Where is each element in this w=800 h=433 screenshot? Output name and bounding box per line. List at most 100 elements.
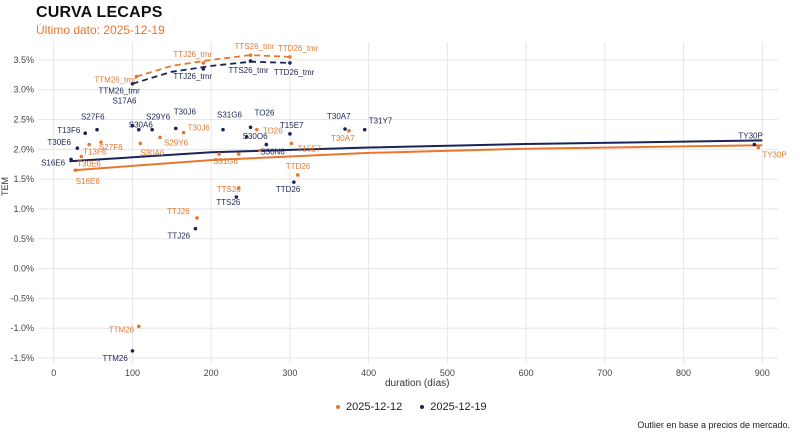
y-tick-label: 3.0%	[13, 85, 34, 95]
point-label-2025-12-12-S30A6: S30A6	[140, 148, 165, 157]
point-label-2025-12-19-S27F6: S27F6	[81, 113, 105, 122]
legend-item-navy: 2025-12-19	[420, 401, 487, 413]
point-label-2025-12-12-T13F6: T13F6	[83, 148, 107, 157]
point-label-2025-12-19-TTJ26: TTJ26	[167, 232, 190, 241]
point-label-2025-12-12-TO26: TO26	[263, 127, 283, 136]
x-tick-label: 500	[440, 368, 455, 378]
point-2025-12-19-S29Y6	[150, 127, 154, 132]
x-tick-label: 900	[755, 368, 770, 378]
point-2025-12-19-TTS26	[234, 195, 239, 199]
point-2025-12-12-TTS26_tmr	[248, 53, 253, 57]
point-label-2025-12-12-T15E7: T15E7	[297, 144, 321, 153]
y-tick-label: -1.5%	[10, 353, 34, 363]
point-2025-12-12-TTM26_tmr	[134, 74, 139, 79]
point-2025-12-19-TTD26	[292, 180, 296, 184]
point-label-2025-12-19-T31Y7: T31Y7	[369, 117, 393, 126]
point-2025-12-12-TTM26	[136, 324, 141, 329]
point-2025-12-19-TO26	[248, 125, 253, 130]
point-label-2025-12-12-TTM26: TTM26	[109, 325, 135, 334]
point-2025-12-19-S30A6	[136, 127, 141, 132]
point-label-2025-12-19-S30N6: S30N6	[260, 148, 285, 157]
point-label-2025-12-19-S31G6: S31G6	[217, 111, 242, 120]
x-axis-label: duration (días)	[385, 378, 450, 389]
legend: 2025-12-12 2025-12-19	[336, 401, 487, 413]
point-2025-12-19-TTD26_tmr	[288, 61, 292, 65]
point-label-2025-12-12-S29Y6: S29Y6	[164, 138, 189, 147]
point-2025-12-12-T15E7	[289, 141, 294, 146]
point-label-2025-12-19-S16E6: S16E6	[41, 158, 66, 167]
point-2025-12-19-TTJ26	[193, 226, 198, 231]
y-tick-label: 1.0%	[13, 204, 34, 214]
point-2025-12-12-TTJ26_tmr	[201, 61, 206, 65]
point-2025-12-12-T30J6	[181, 130, 186, 135]
y-tick-label: -0.5%	[10, 293, 34, 303]
point-2025-12-12-S27F6	[99, 140, 103, 144]
y-axis-label: TEM	[0, 177, 10, 196]
x-tick-label: 100	[125, 368, 140, 378]
point-2025-12-19-T30J6	[173, 126, 178, 131]
point-2025-12-12-TTJ26	[195, 216, 199, 220]
point-2025-12-12-S30N6	[258, 148, 262, 153]
y-tick-label: 0.5%	[13, 234, 34, 244]
point-2025-12-12-S16E6	[73, 168, 78, 173]
point-label-2025-12-19-TTJ26_tmr: TTJ26_tmr	[173, 72, 212, 81]
point-2025-12-19-T13F6	[83, 131, 88, 136]
point-label-2025-12-19-S30A6: S30A6	[129, 121, 154, 130]
point-2025-12-19-TTM26	[130, 349, 135, 353]
point-label-2025-12-19-T30J6: T30J6	[174, 107, 197, 116]
point-label-2025-12-12-T30A7: T30A7	[331, 134, 355, 143]
point-2025-12-12-S30O6	[236, 152, 241, 156]
point-label-2025-12-12-S31G6: S31G6	[213, 157, 238, 166]
point-2025-12-19-T31Y7	[362, 127, 367, 132]
point-label-2025-12-12-T30E6: T30E6	[77, 159, 101, 168]
point-label-2025-12-19-T30E6: T30E6	[47, 138, 71, 147]
x-tick-label: 200	[204, 368, 219, 378]
x-tick-label: 600	[519, 368, 534, 378]
y-tick-label: 1.5%	[13, 174, 34, 184]
legend-dot-navy	[420, 405, 425, 409]
y-tick-label: 0.0%	[13, 264, 34, 274]
point-label-2025-12-12-TTJ26: TTJ26	[167, 207, 190, 216]
point-label-2025-12-12-S16E6: S16E6	[76, 177, 101, 186]
point-2025-12-12-TY30P	[756, 145, 761, 150]
y-tick-label: 2.5%	[13, 115, 34, 125]
point-2025-12-19-TY30P	[752, 142, 757, 147]
point-2025-12-19-S30O6	[244, 135, 249, 139]
point-label-2025-12-19-S29Y6: S29Y6	[146, 113, 171, 122]
point-label-2025-12-19-TTS26: TTS26	[216, 198, 241, 207]
point-2025-12-19-TTJ26_tmr	[201, 67, 206, 71]
point-2025-12-12-T30E6	[79, 154, 84, 159]
legend-label-orange: 2025-12-12	[346, 401, 403, 413]
point-2025-12-12-T30A7	[347, 129, 351, 133]
point-2025-12-12-S29Y6	[158, 135, 162, 140]
point-label-2025-12-12-TY30P: TY30P	[762, 151, 786, 160]
point-label-2025-12-12-S27F6: S27F6	[99, 143, 123, 152]
point-label-2025-12-19-TTS26_tmr: TTS26_tmr	[229, 66, 269, 75]
point-label-2025-12-19-T13F6: T13F6	[57, 126, 81, 135]
x-tick-label: 800	[676, 368, 691, 378]
point-2025-12-19-T30A7	[343, 127, 347, 131]
point-label-2025-12-19-TTM26_tmr: TTM26_tmr	[98, 87, 140, 96]
footnote-caption: Outlier en base a precios de mercado.	[637, 420, 790, 430]
point-2025-12-19-TTM26_tmr	[130, 81, 135, 86]
y-tick-label: -1.0%	[10, 323, 34, 333]
point-2025-12-19-T30E6	[75, 146, 80, 150]
point-label-2025-12-12-T30J6: T30J6	[188, 124, 211, 133]
point-label-2025-12-12-TTM26_tmr: TTM26_tmr	[94, 76, 136, 85]
legend-dot-orange	[336, 405, 340, 409]
point-2025-12-12-TO26	[255, 127, 259, 132]
point-label-2025-12-19-TTM26: TTM26	[102, 354, 128, 363]
point-2025-12-19-S17A6	[130, 123, 135, 128]
x-tick-label: 700	[597, 368, 612, 378]
point-label-2025-12-19-TO26: TO26	[255, 108, 275, 117]
legend-item-orange: 2025-12-12	[336, 401, 402, 413]
chart-subtitle: Último dato: 2025-12-19	[36, 23, 165, 37]
point-2025-12-12-S31G6	[217, 152, 221, 156]
point-2025-12-19-TTS26_tmr	[248, 59, 253, 63]
point-2025-12-19-T15E7	[288, 132, 292, 136]
point-2025-12-12-TTD26_tmr	[288, 55, 292, 59]
point-label-2025-12-19-TTD26: TTD26	[276, 185, 301, 194]
point-label-2025-12-19-TTD26_tmr: TTD26_tmr	[274, 68, 315, 77]
chart-title: CURVA LECAPS	[36, 4, 163, 21]
